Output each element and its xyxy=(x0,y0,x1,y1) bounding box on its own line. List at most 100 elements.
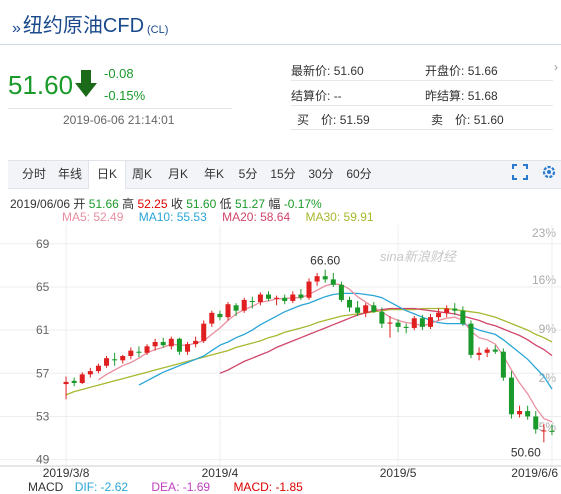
candle-body xyxy=(395,322,401,327)
tab-8[interactable]: 30分 xyxy=(308,167,334,181)
buy-price-label: 买 价: xyxy=(297,113,337,127)
high-value: 52.25 xyxy=(137,197,168,211)
tab-4[interactable]: 月K xyxy=(167,167,188,181)
candle-body xyxy=(274,297,280,299)
candle-body xyxy=(322,276,328,280)
tab-7[interactable]: 15分 xyxy=(270,167,296,181)
candle-body xyxy=(533,416,539,430)
candle-body xyxy=(541,430,547,432)
candle-body xyxy=(411,318,417,328)
candle-body xyxy=(468,323,474,355)
quote-divider xyxy=(291,129,553,130)
tab-5[interactable]: 年K xyxy=(203,167,224,181)
ma5-line xyxy=(98,283,553,423)
tab-6[interactable]: 5分 xyxy=(238,167,258,181)
macd-name: MACD xyxy=(28,480,64,494)
candle-body xyxy=(160,341,166,346)
candle-body xyxy=(225,304,231,318)
candle-body xyxy=(436,312,442,318)
prev-settle-field: 昨结算: 51.68 xyxy=(425,87,498,104)
candle-body xyxy=(427,317,433,327)
open-price-field: 开盘价: 51.66 xyxy=(425,62,498,79)
candle-body xyxy=(346,299,353,308)
tab-9[interactable]: 60分 xyxy=(346,167,372,181)
period-tab-bar: 分时 年线 日K 周K 月K 年K 5分 15分 30分 60分 xyxy=(8,160,561,189)
candle-body xyxy=(387,322,393,324)
page-title: » 纽约原油CFD (CL) xyxy=(12,10,168,38)
open-value: 51.66 xyxy=(88,197,119,211)
x-tick-label: 2019/5 xyxy=(380,466,417,480)
candle-body xyxy=(525,411,531,417)
ma5-label: MA5: 52.49 xyxy=(62,210,124,224)
y-tick-label: 49 xyxy=(36,453,50,467)
candle-body xyxy=(444,308,450,313)
candle-body xyxy=(257,294,263,303)
price-divider xyxy=(8,108,232,109)
instrument-name: 纽约原油CFD xyxy=(22,15,145,37)
candle-body xyxy=(241,299,247,311)
expand-more-icon[interactable]: › xyxy=(554,60,558,74)
candle-body xyxy=(176,338,182,352)
ma30-line xyxy=(65,307,553,396)
candle-body xyxy=(500,351,506,378)
macd-info: MACD DIF: -2.62 DEA: -1.69 MACD: -1.85 xyxy=(28,480,303,494)
ma10-label: MA10: 55.53 xyxy=(138,210,207,224)
tab-0[interactable]: 分时 xyxy=(21,167,46,181)
fullscreen-icon[interactable] xyxy=(511,163,529,181)
candle-body xyxy=(419,318,425,327)
candle-body xyxy=(379,311,385,324)
candle-body xyxy=(338,284,344,300)
tab-1[interactable]: 年线 xyxy=(57,167,82,181)
candle-body xyxy=(371,305,377,312)
candle-body xyxy=(95,365,101,372)
candle-body xyxy=(120,356,126,361)
quote-divider xyxy=(291,105,553,106)
buy-price-value: 51.59 xyxy=(339,113,370,127)
candle-body xyxy=(112,359,118,361)
candle-body xyxy=(128,350,134,357)
ohlc-info: 2019/06/06 开 51.66 高 52.25 收 51.60 低 51.… xyxy=(10,195,322,212)
candle-body xyxy=(249,300,255,303)
y-tick-label: 53 xyxy=(36,409,50,423)
ohlc-date: 2019/06/06 xyxy=(10,197,71,211)
candle-body xyxy=(452,308,458,311)
candle-body xyxy=(476,352,482,355)
ma20-label: MA20: 58.64 xyxy=(222,210,291,224)
amplitude-label: 幅 xyxy=(268,197,281,211)
tab-3[interactable]: 周K xyxy=(131,167,152,181)
settings-icon[interactable] xyxy=(540,163,558,181)
y-tick-label-right: 9% xyxy=(539,322,557,336)
ma20-line xyxy=(219,307,553,374)
latest-price-field: 最新价: 51.60 xyxy=(291,62,364,79)
double-chevron-icon: » xyxy=(12,20,21,37)
high-label: 高 xyxy=(122,197,135,211)
candle-body xyxy=(314,276,320,282)
tab-2[interactable]: 日K xyxy=(88,161,126,189)
candle-body xyxy=(63,381,69,385)
y-tick-label: 61 xyxy=(36,323,50,337)
macd-dif: DIF: -2.62 xyxy=(74,480,129,494)
candle-body xyxy=(549,430,555,432)
open-price-label: 开盘价: xyxy=(425,64,465,78)
title-divider xyxy=(0,44,561,45)
open-price-value: 51.66 xyxy=(467,64,498,78)
y-tick-label: 69 xyxy=(36,237,50,251)
y-tick-label: 65 xyxy=(36,280,50,294)
amplitude-value: -0.17% xyxy=(283,197,322,211)
candle-body xyxy=(152,341,158,347)
y-tick-label-right: 16% xyxy=(532,273,556,287)
min-price-annotation: 50.60 xyxy=(511,445,541,459)
candle-body xyxy=(168,338,174,347)
close-label: 收 xyxy=(170,197,183,211)
macd-dea: DEA: -1.69 xyxy=(151,480,211,494)
x-tick-label: 2019/4 xyxy=(202,466,239,480)
buy-price-field: 买 价: 51.59 xyxy=(297,111,370,128)
candle-body xyxy=(193,340,199,345)
sina-watermark: sina新浪财经 xyxy=(380,249,456,264)
candle-body xyxy=(484,349,490,353)
candle-body xyxy=(185,344,191,352)
instrument-code: (CL) xyxy=(147,24,169,36)
candle-body xyxy=(363,305,369,313)
candle-body xyxy=(265,294,272,299)
